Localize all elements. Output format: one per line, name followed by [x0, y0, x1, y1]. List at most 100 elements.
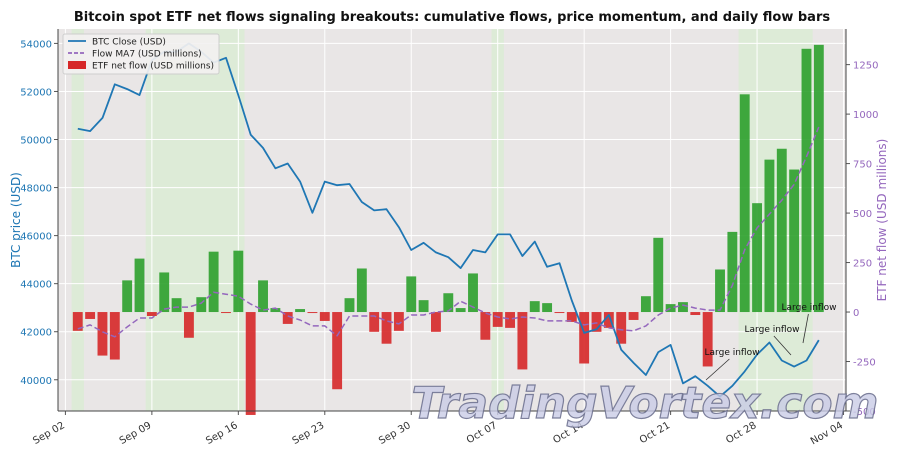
breakout-window-shade — [145, 29, 245, 411]
flow-bar — [616, 312, 627, 344]
flow-bar — [332, 312, 343, 390]
legend-box — [62, 33, 220, 75]
flow-bar — [665, 304, 676, 313]
flow-bar — [505, 312, 515, 328]
right-axis-tick-label: 1000 — [853, 110, 878, 121]
left-axis-tick-label: 52000 — [20, 87, 52, 98]
flow-bar — [369, 312, 380, 332]
flow-bar — [134, 258, 145, 313]
flow-bar — [319, 312, 330, 321]
flow-bar — [764, 159, 775, 313]
left-axis-tick-label: 50000 — [20, 136, 52, 147]
left-axis-label: BTC price (USD) — [9, 172, 23, 268]
flow-bar — [653, 237, 664, 313]
right-axis-label: ETF net flow (USD millions) — [875, 139, 889, 302]
right-axis-tick-label: 0 — [853, 308, 859, 319]
chart-title: Bitcoin spot ETF net flows signaling bre… — [74, 10, 830, 25]
left-axis-tick-label: 48000 — [20, 184, 52, 195]
watermark-logo: TradingVortex.com — [412, 378, 879, 429]
flow-bar — [258, 280, 268, 313]
annotation-label: Large inflow — [782, 303, 837, 313]
right-axis-tick-label: -250 — [853, 358, 876, 369]
annotation-arrow — [705, 358, 730, 381]
flow-bar — [702, 312, 713, 367]
annotation-arrow — [773, 335, 792, 356]
legend: BTC Close (USD) Flow MA7 (USD millions) ET… — [62, 33, 220, 75]
flow-bar — [628, 312, 639, 320]
left-axis-tick-label: 40000 — [20, 376, 52, 387]
flow-bar — [221, 312, 231, 314]
flow-bar — [455, 308, 466, 313]
flow-bar — [270, 308, 281, 313]
flow-bar — [715, 269, 725, 313]
flow-bar — [85, 312, 96, 319]
flow-bar — [122, 280, 133, 313]
flow-bar — [431, 312, 441, 332]
breakout-window-shade — [71, 29, 84, 411]
flow-bar — [393, 312, 404, 331]
flow-bar — [171, 298, 182, 313]
legend-swatch — [68, 61, 86, 69]
flow-bar — [146, 312, 157, 316]
flow-bar — [739, 94, 750, 313]
breakout-window-shade — [738, 29, 813, 411]
left-axis-tick-label: 44000 — [20, 280, 52, 291]
left-axis-tick-label: 46000 — [20, 232, 52, 243]
legend-item-label: ETF net flow (USD millions) — [92, 62, 214, 72]
flow-bar — [591, 312, 602, 332]
flow-bar — [529, 301, 540, 313]
legend-item-label: BTC Close (USD) — [92, 38, 166, 48]
annotation-arrow — [802, 313, 809, 344]
flow-bar — [282, 312, 293, 324]
flow-bar — [813, 44, 824, 313]
flow-bar — [480, 312, 491, 340]
flow-bar — [196, 297, 207, 313]
flow-bar — [307, 312, 318, 314]
flow-bar — [356, 268, 367, 313]
flow-bar — [159, 272, 170, 313]
annotation-label: Large inflow — [705, 348, 760, 358]
flow-bar — [752, 203, 763, 313]
flow-bar — [492, 312, 503, 327]
flow-bar — [418, 300, 429, 313]
flow-bar — [183, 312, 194, 338]
annotation-label: Large inflow — [745, 325, 800, 335]
flow-bar — [468, 273, 478, 313]
flow-bar — [678, 302, 688, 313]
right-axis-tick-label: 1250 — [853, 61, 878, 72]
flow-bar — [789, 169, 800, 313]
right-axis-tick-label: 250 — [853, 259, 872, 270]
flow-bar — [517, 312, 528, 370]
flow-bar — [776, 148, 787, 313]
flow-bar — [640, 296, 651, 313]
flow-bar — [690, 312, 701, 316]
flow-bar — [554, 312, 565, 314]
legend-item-label: Flow MA7 (USD millions) — [92, 50, 202, 60]
right-axis-tick-label: 500 — [853, 209, 872, 220]
flow-bar — [233, 250, 244, 313]
flow-bar — [443, 293, 454, 313]
flow-bar — [97, 312, 108, 356]
flow-ma7-line — [77, 126, 820, 338]
flow-bar — [295, 309, 306, 313]
flow-bar — [406, 276, 417, 313]
flow-bar — [208, 251, 219, 313]
flow-bar — [579, 312, 590, 364]
flow-bar — [381, 312, 392, 344]
flow-bar — [801, 48, 812, 313]
left-axis-tick-label: 54000 — [20, 39, 52, 50]
left-axis-tick-label: 42000 — [20, 328, 52, 339]
flow-bar — [72, 312, 83, 331]
flow-bar — [109, 312, 120, 360]
flow-bar — [566, 312, 577, 322]
right-axis-tick-label: -500 — [853, 407, 876, 418]
plot-area: 40000 42000 44000 46000 48000 50000 52000 54000… — [20, 29, 879, 447]
flow-bar — [542, 303, 553, 313]
flow-bar — [603, 312, 614, 328]
flow-bar — [727, 231, 738, 313]
flow-bar — [245, 312, 256, 415]
right-axis-tick-label: 750 — [853, 160, 872, 171]
flow-bar — [344, 298, 355, 313]
